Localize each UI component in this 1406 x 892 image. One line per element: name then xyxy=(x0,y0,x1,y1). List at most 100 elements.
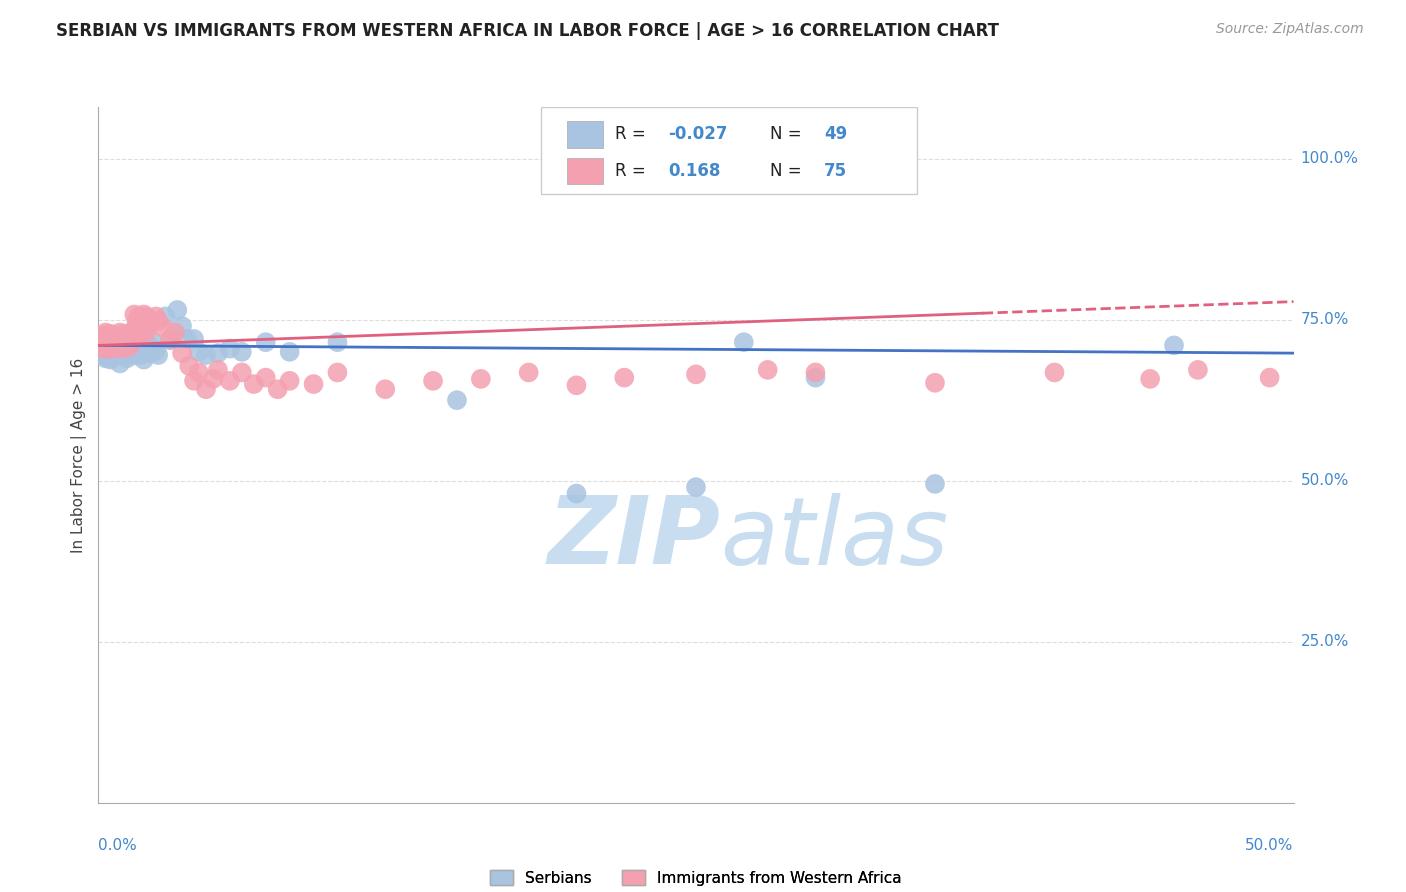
Text: 100.0%: 100.0% xyxy=(1301,151,1358,166)
Point xyxy=(139,316,162,330)
Text: 49: 49 xyxy=(824,126,846,144)
Point xyxy=(101,338,124,352)
Point xyxy=(159,332,181,346)
Text: N =: N = xyxy=(770,126,807,144)
Point xyxy=(179,359,201,373)
Point xyxy=(91,328,114,343)
Point xyxy=(114,326,136,341)
Point xyxy=(115,335,138,350)
Point xyxy=(163,326,186,340)
Point xyxy=(128,344,150,359)
Point xyxy=(108,335,131,350)
Point xyxy=(733,335,755,350)
Point xyxy=(132,308,155,322)
Point xyxy=(148,348,170,362)
Point xyxy=(152,320,174,334)
Text: R =: R = xyxy=(614,126,651,144)
Point xyxy=(97,332,120,346)
Point xyxy=(107,340,129,354)
Point xyxy=(135,310,157,324)
Point xyxy=(183,374,205,388)
Point xyxy=(924,476,946,491)
Point xyxy=(108,337,131,351)
Point xyxy=(104,328,127,343)
Point xyxy=(101,333,124,347)
Point xyxy=(207,346,229,360)
Point xyxy=(94,335,117,350)
Point xyxy=(254,370,277,384)
Point xyxy=(132,352,155,367)
Point xyxy=(613,370,636,384)
Point xyxy=(135,342,157,356)
Point xyxy=(1043,366,1066,380)
Point xyxy=(104,333,127,347)
Point xyxy=(804,370,827,384)
Point xyxy=(138,338,160,352)
Point xyxy=(194,382,217,396)
Point xyxy=(565,486,588,500)
Point xyxy=(155,310,177,324)
Point xyxy=(172,346,194,360)
Point xyxy=(91,338,114,352)
Point xyxy=(118,332,141,346)
Point xyxy=(118,340,141,354)
Point xyxy=(90,342,112,356)
Point xyxy=(97,346,120,360)
Point xyxy=(142,335,165,350)
Point xyxy=(108,326,131,340)
Legend: Serbians, Immigrants from Western Africa: Serbians, Immigrants from Western Africa xyxy=(489,870,903,886)
Point xyxy=(131,348,153,362)
Point xyxy=(125,337,148,351)
Text: 75: 75 xyxy=(824,162,846,180)
Point xyxy=(98,352,122,367)
Point xyxy=(207,363,229,377)
FancyBboxPatch shape xyxy=(540,107,917,194)
Point xyxy=(804,366,827,380)
Point xyxy=(243,377,266,392)
Text: N =: N = xyxy=(770,162,807,180)
Point xyxy=(446,393,468,408)
Point xyxy=(326,335,349,350)
Point xyxy=(187,344,209,359)
Point xyxy=(374,382,396,396)
Point xyxy=(517,366,540,380)
Point xyxy=(756,363,779,377)
Point xyxy=(924,376,946,390)
Text: 0.168: 0.168 xyxy=(668,162,721,180)
Text: 50.0%: 50.0% xyxy=(1246,838,1294,854)
Point xyxy=(135,326,157,340)
Point xyxy=(172,319,194,334)
Point xyxy=(115,331,138,345)
Point xyxy=(1258,370,1281,384)
Point xyxy=(254,335,277,350)
Point xyxy=(94,326,117,340)
Point xyxy=(139,346,162,360)
Point xyxy=(148,314,170,328)
Point xyxy=(107,332,129,346)
Point xyxy=(219,342,242,356)
Point xyxy=(132,322,155,336)
Point xyxy=(145,310,167,324)
Point xyxy=(166,303,188,318)
Point xyxy=(107,342,129,356)
Point xyxy=(685,368,707,382)
Text: Source: ZipAtlas.com: Source: ZipAtlas.com xyxy=(1216,22,1364,37)
Point xyxy=(278,374,301,388)
Point xyxy=(115,351,138,366)
Point xyxy=(94,351,117,366)
Point xyxy=(685,480,707,494)
Point xyxy=(98,335,122,350)
Point xyxy=(97,342,120,356)
Point xyxy=(111,342,134,356)
Point xyxy=(128,322,150,336)
Text: 75.0%: 75.0% xyxy=(1301,312,1348,327)
Point xyxy=(90,332,112,346)
Point xyxy=(111,332,134,346)
Point xyxy=(231,366,253,380)
Point xyxy=(97,337,120,351)
FancyBboxPatch shape xyxy=(567,121,603,148)
Point xyxy=(90,338,112,352)
Point xyxy=(202,372,225,386)
Point xyxy=(131,314,153,328)
Text: -0.027: -0.027 xyxy=(668,126,728,144)
